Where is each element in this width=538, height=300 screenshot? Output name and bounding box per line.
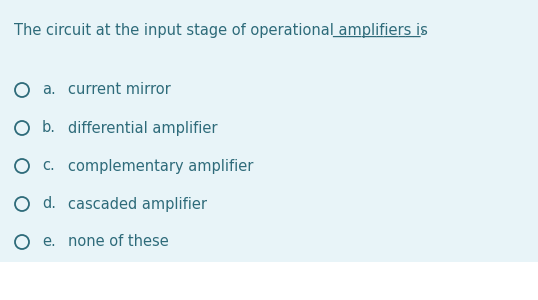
Text: a.: a. <box>42 82 56 98</box>
Text: ____________.: ____________. <box>332 22 425 38</box>
Text: cascaded amplifier: cascaded amplifier <box>68 196 207 211</box>
Bar <box>0 0 538 262</box>
Text: none of these: none of these <box>68 235 169 250</box>
Text: c.: c. <box>42 158 55 173</box>
Text: e.: e. <box>42 235 56 250</box>
Text: The circuit at the input stage of operational amplifiers is: The circuit at the input stage of operat… <box>14 22 433 38</box>
Text: current mirror: current mirror <box>68 82 171 98</box>
Text: differential amplifier: differential amplifier <box>68 121 217 136</box>
Bar <box>0 262 538 300</box>
Text: d.: d. <box>42 196 56 211</box>
Text: complementary amplifier: complementary amplifier <box>68 158 253 173</box>
Text: b.: b. <box>42 121 56 136</box>
